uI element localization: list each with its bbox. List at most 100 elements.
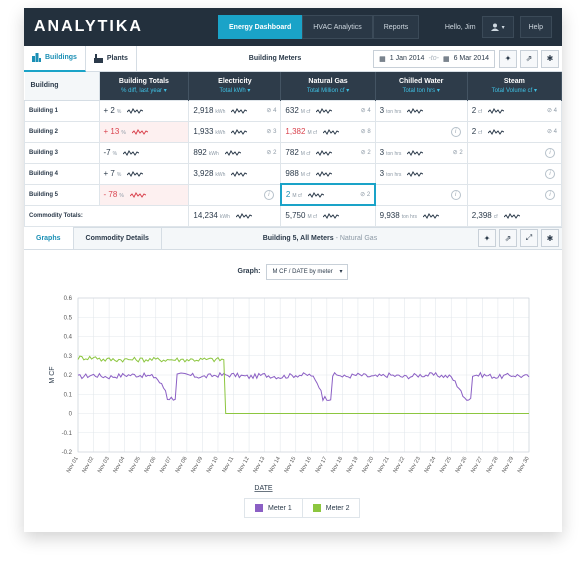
sparkline-icon (127, 107, 144, 114)
alarm-badge[interactable]: ⊘ 2 (452, 149, 463, 156)
alarm-badge[interactable]: ⊘ 4 (546, 107, 557, 114)
alarm-badge[interactable]: ⊘ 4 (546, 128, 557, 135)
col-chilled-water[interactable]: Chilled Water Total ton hrs ▾ (375, 72, 468, 100)
steam-cell[interactable]: i (466, 183, 562, 206)
x-tick-label: Nov 24 (424, 456, 438, 474)
alarm-badge[interactable]: ⊘ 2 (360, 192, 371, 198)
steam-cell[interactable]: i (466, 141, 562, 164)
tab-plants[interactable]: Plants (86, 45, 137, 72)
cell-value: + 13 (103, 127, 120, 136)
y-tick-label: -0.1 (62, 430, 73, 436)
table-row[interactable]: Building 3 -7% 892 kWh ⊘ 2 782 M cf ⊘ 2 3 ton hrs… (24, 141, 562, 164)
info-icon[interactable]: i (263, 189, 274, 200)
settings-button[interactable]: ✱ (541, 49, 559, 68)
cell-unit: M cf (300, 109, 311, 115)
alarm-badge[interactable]: ⊘ 2 (360, 149, 371, 156)
export-button[interactable]: ⇗ (499, 229, 517, 247)
electricity-cell[interactable]: 2,918 kWh ⊘ 4 (188, 99, 282, 122)
electricity-total-cell[interactable]: 14,234 kWh (188, 204, 282, 227)
natural-gas-cell[interactable]: 1,382 M cf ⊘ 8 (280, 120, 376, 143)
legend-label: Meter 1 (268, 504, 292, 512)
col-title: Natural Gas (308, 77, 348, 85)
nav-tab-reports[interactable]: Reports (372, 15, 420, 39)
electricity-cell[interactable]: 3,928 kWh (188, 162, 282, 185)
steam-cell[interactable]: 2 cf ⊘ 4 (466, 120, 562, 143)
sparkline-icon (407, 149, 424, 156)
info-icon[interactable]: i (450, 126, 461, 137)
graph-select-value: M CF / DATE by meter (272, 268, 333, 275)
alarm-badge[interactable]: ⊘ 8 (360, 128, 371, 135)
building-total-cell[interactable]: - 78% (98, 183, 190, 206)
table-row[interactable]: Building 5- 78% i 2 M cf ⊘ 2 i i (24, 183, 562, 206)
x-tick-label: Nov 30 (517, 456, 531, 474)
alarm-badge[interactable]: ⊘ 4 (360, 107, 371, 114)
col-building-totals[interactable]: Building Totals % diff, last year ▾ (99, 72, 190, 100)
legend-item-meter-1[interactable]: Meter 1 (245, 499, 302, 517)
table-row[interactable]: Building 1 + 2% 2,918 kWh ⊘ 4 632 M cf ⊘ 4 3 ton … (24, 99, 562, 122)
cell-value: 892 (193, 148, 207, 157)
alarm-badge[interactable]: ⊘ 3 (266, 128, 277, 135)
natural-gas-total-cell[interactable]: 5,750 M cf (280, 204, 376, 227)
legend-swatch (312, 504, 321, 512)
electricity-cell[interactable]: i (188, 183, 282, 206)
chilled-water-cell[interactable]: 3 ton hrs (374, 162, 468, 185)
steam-cell[interactable]: 2 cf ⊘ 4 (466, 99, 562, 122)
legend-item-meter-2[interactable]: Meter 2 (301, 499, 360, 517)
graph-label: Graph: (237, 268, 261, 275)
nav-tab-hvac-analytics[interactable]: HVAC Analytics (302, 15, 373, 39)
chilled-water-cell[interactable]: 3 ton hrs (374, 99, 468, 122)
help-button[interactable]: Help (519, 16, 552, 38)
user-menu-button[interactable]: ▾ (481, 16, 514, 38)
expand-button[interactable]: ⤢ (520, 229, 538, 247)
x-tick-label: Nov 11 (222, 456, 236, 474)
chilled-water-cell[interactable]: i (374, 183, 468, 206)
col-sub: Total Volume cf ▾ (491, 87, 538, 94)
building-total-cell[interactable]: + 2% (98, 99, 190, 122)
twitter-share-button[interactable]: ✦ (478, 229, 496, 247)
chilled-water-cell[interactable]: 3 ton hrs ⊘ 2 (374, 141, 468, 164)
x-tick-label: Nov 20 (361, 456, 375, 474)
legend-label: Meter 2 (325, 504, 350, 512)
tab-graphs[interactable]: Graphs (24, 227, 74, 249)
info-icon[interactable]: i (545, 147, 555, 158)
graph-type-select[interactable]: M CF / DATE by meter ▾ (266, 263, 349, 280)
natural-gas-cell[interactable]: 782 M cf ⊘ 2 (280, 141, 376, 164)
twitter-share-button[interactable]: ✦ (499, 49, 517, 68)
col-steam[interactable]: Steam Total Volume cf ▾ (467, 72, 562, 100)
building-total-cell[interactable]: + 13% (98, 120, 190, 143)
cell-unit: ton hrs (386, 151, 402, 157)
info-icon[interactable]: i (450, 189, 461, 200)
table-row[interactable]: Building 4 + 7% 3,928 kWh 988 M cf 3 ton hrs i (24, 162, 562, 185)
date-range-picker[interactable]: ▦ 1 Jan 2014 -to- ▦ 6 Mar 2014 (373, 49, 495, 68)
natural-gas-cell[interactable]: 988 M cf (280, 162, 376, 185)
nav-tab-energy-dashboard[interactable]: Energy Dashboard (218, 15, 303, 39)
chilled-water-cell[interactable]: i (374, 120, 468, 143)
electricity-cell[interactable]: 892 kWh ⊘ 2 (188, 141, 282, 164)
detail-title-sub: - Natural Gas (335, 234, 378, 242)
alarm-badge[interactable]: ⊘ 2 (266, 149, 277, 156)
export-button[interactable]: ⇗ (520, 49, 538, 68)
tab-buildings[interactable]: Buildings (24, 45, 86, 72)
building-total-cell[interactable]: + 7% (98, 162, 190, 185)
electricity-cell[interactable]: 1,933 kWh ⊘ 3 (188, 120, 282, 143)
info-icon[interactable]: i (545, 189, 555, 200)
col-natural-gas[interactable]: Natural Gas Total Million cf ▾ (280, 72, 376, 100)
col-electricity[interactable]: Electricity Total kWh ▾ (188, 72, 282, 100)
chilled-water-total-cell[interactable]: 9,938 ton hrs (374, 204, 468, 227)
info-icon[interactable]: i (545, 168, 555, 179)
cell-value: 3 (379, 148, 385, 157)
cell-value: 1,933 (193, 127, 214, 136)
x-tick-label: Nov 18 (330, 456, 344, 474)
tab-commodity-details[interactable]: Commodity Details (74, 227, 162, 249)
twitter-icon: ✦ (504, 54, 512, 63)
steam-cell[interactable]: i (466, 162, 562, 185)
steam-total-cell[interactable]: 2,398 cf (466, 204, 562, 227)
alarm-badge[interactable]: ⊘ 4 (266, 107, 277, 114)
x-tick-label: Nov 06 (144, 456, 158, 474)
settings-button[interactable]: ✱ (541, 229, 559, 247)
building-total-cell[interactable]: -7% (98, 141, 190, 164)
natural-gas-cell[interactable]: 632 M cf ⊘ 4 (280, 99, 376, 122)
x-tick-label: Nov 17 (315, 456, 329, 474)
